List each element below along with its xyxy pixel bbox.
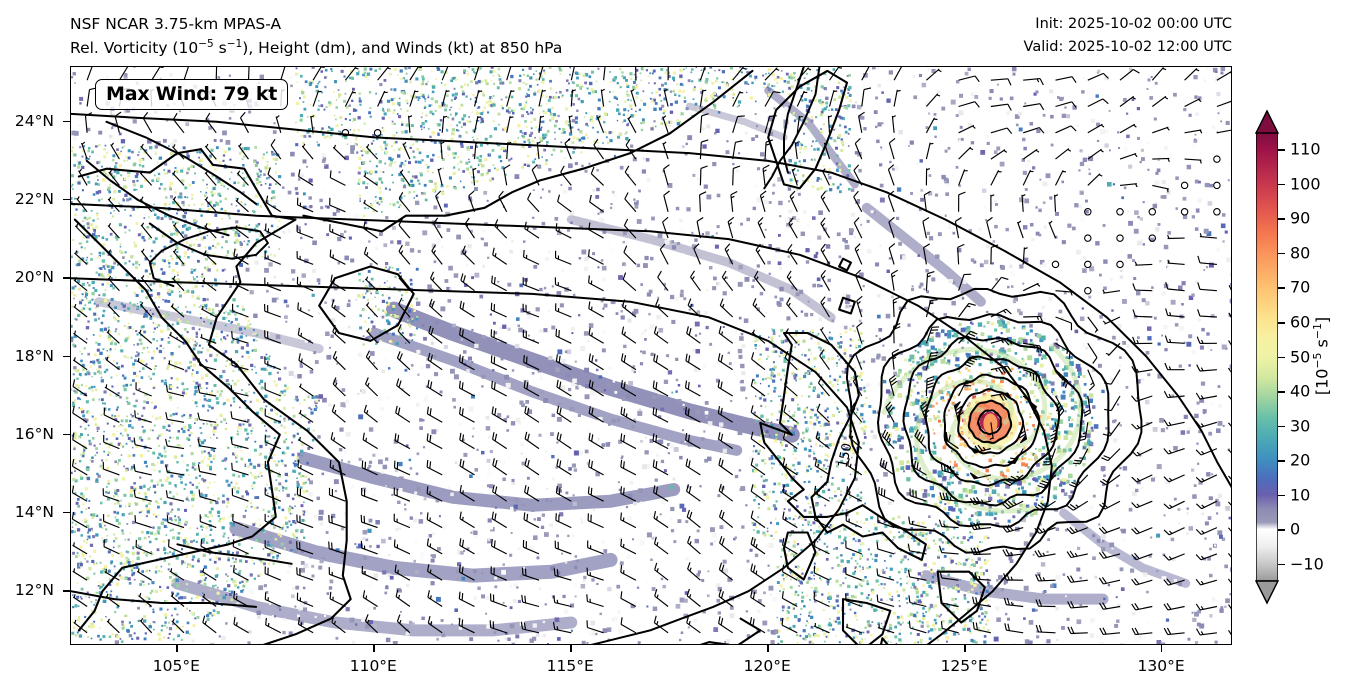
x-tick-mark: [570, 645, 572, 652]
colorbar-tick-mark: [1278, 494, 1285, 497]
y-tick-mark: [63, 355, 70, 357]
colorbar-tick-label: 10: [1290, 485, 1311, 505]
title-line-2: Rel. Vorticity (10−5 s−1), Height (dm), …: [70, 37, 563, 58]
y-tick-mark: [63, 433, 70, 436]
colorbar-tick-mark: [1278, 425, 1285, 428]
colorbar-tick-label: 80: [1290, 243, 1311, 263]
colorbar-tick-mark: [1278, 149, 1285, 151]
figure-title: NSF NCAR 3.75-km MPAS-A Rel. Vorticity (…: [70, 12, 562, 60]
colorbar-tick-mark: [1278, 356, 1285, 359]
y-tick-mark: [63, 120, 70, 123]
x-tick-label: 120°E: [743, 657, 791, 675]
colorbar-tick-label: −10: [1290, 554, 1324, 574]
forecast-times: Init: 2025-10-02 00:00 UTC Valid: 2025-1…: [1024, 13, 1232, 59]
colorbar-tick-label: 70: [1290, 277, 1311, 297]
valid-time: Valid: 2025-10-02 12:00 UTC: [1023, 39, 1232, 56]
x-tick-label: 115°E: [546, 657, 594, 675]
colorbar-tick-label: 20: [1290, 450, 1311, 470]
max-wind-annotation: Max Wind: 79 kt: [95, 79, 289, 110]
y-tick-label: 18°N: [14, 346, 54, 365]
colorbar-tick-mark: [1278, 460, 1285, 462]
colorbar-tick-mark: [1278, 563, 1285, 566]
x-tick-mark: [964, 645, 966, 652]
y-tick-mark: [63, 199, 70, 201]
y-tick-mark: [63, 590, 70, 592]
y-tick-mark: [63, 277, 70, 279]
colorbar-tick-mark: [1278, 321, 1285, 324]
map-svg: 150: [71, 67, 1231, 644]
map-plot-area: 150 Max Wind: 79 kt: [70, 66, 1232, 645]
y-tick-label: 14°N: [14, 502, 54, 521]
colorbar-tick-label: 90: [1290, 208, 1311, 228]
colorbar-tick-mark: [1278, 529, 1285, 531]
colorbar-tick-label: 110: [1290, 139, 1321, 159]
init-time: Init: 2025-10-02 00:00 UTC: [1035, 16, 1232, 32]
y-tick-label: 12°N: [14, 581, 54, 600]
colorbar-tick-label: 60: [1290, 312, 1311, 332]
x-tick-mark: [373, 645, 375, 652]
y-tick-label: 20°N: [14, 268, 54, 287]
y-axis-labels: 12°N 14°N 16°N 18°N 20°N 22°N 24°N: [0, 0, 62, 693]
y-tick-label: 22°N: [14, 190, 54, 208]
x-tick-mark: [767, 645, 769, 652]
y-tick-label: 16°N: [14, 424, 54, 443]
colorbar-tick-mark: [1278, 218, 1285, 220]
y-tick-label: 24°N: [14, 111, 54, 130]
colorbar-extend-bottom: [1254, 580, 1280, 605]
colorbar-tick-label: 100: [1290, 174, 1321, 194]
colorbar-tick-mark: [1278, 252, 1285, 255]
x-tick-mark: [176, 645, 178, 652]
x-tick-label: 130°E: [1137, 657, 1185, 675]
colorbar-gradient: [1256, 132, 1278, 581]
x-tick-label: 110°E: [349, 657, 397, 675]
x-tick-label: 105°E: [152, 657, 200, 675]
y-tick-mark: [63, 511, 70, 514]
colorbar-tick-mark: [1278, 183, 1285, 186]
colorbar-tick-mark: [1278, 287, 1285, 290]
colorbar-extend-top: [1254, 109, 1280, 134]
colorbar: −10 0 10 20 30 40 50 60 70 80 90 100 110: [1254, 109, 1324, 605]
x-tick-label: 125°E: [940, 657, 988, 675]
colorbar-tick-mark: [1278, 391, 1285, 393]
colorbar-title: [10−5 s−1]: [1311, 316, 1332, 396]
colorbar-tick-label: 50: [1290, 347, 1311, 366]
x-tick-mark: [1161, 645, 1163, 652]
colorbar-tick-label: 30: [1290, 416, 1311, 436]
colorbar-tick-label: 0: [1290, 519, 1301, 539]
colorbar-tick-label: 40: [1290, 381, 1311, 401]
title-line-1: NSF NCAR 3.75-km MPAS-A: [70, 15, 282, 33]
